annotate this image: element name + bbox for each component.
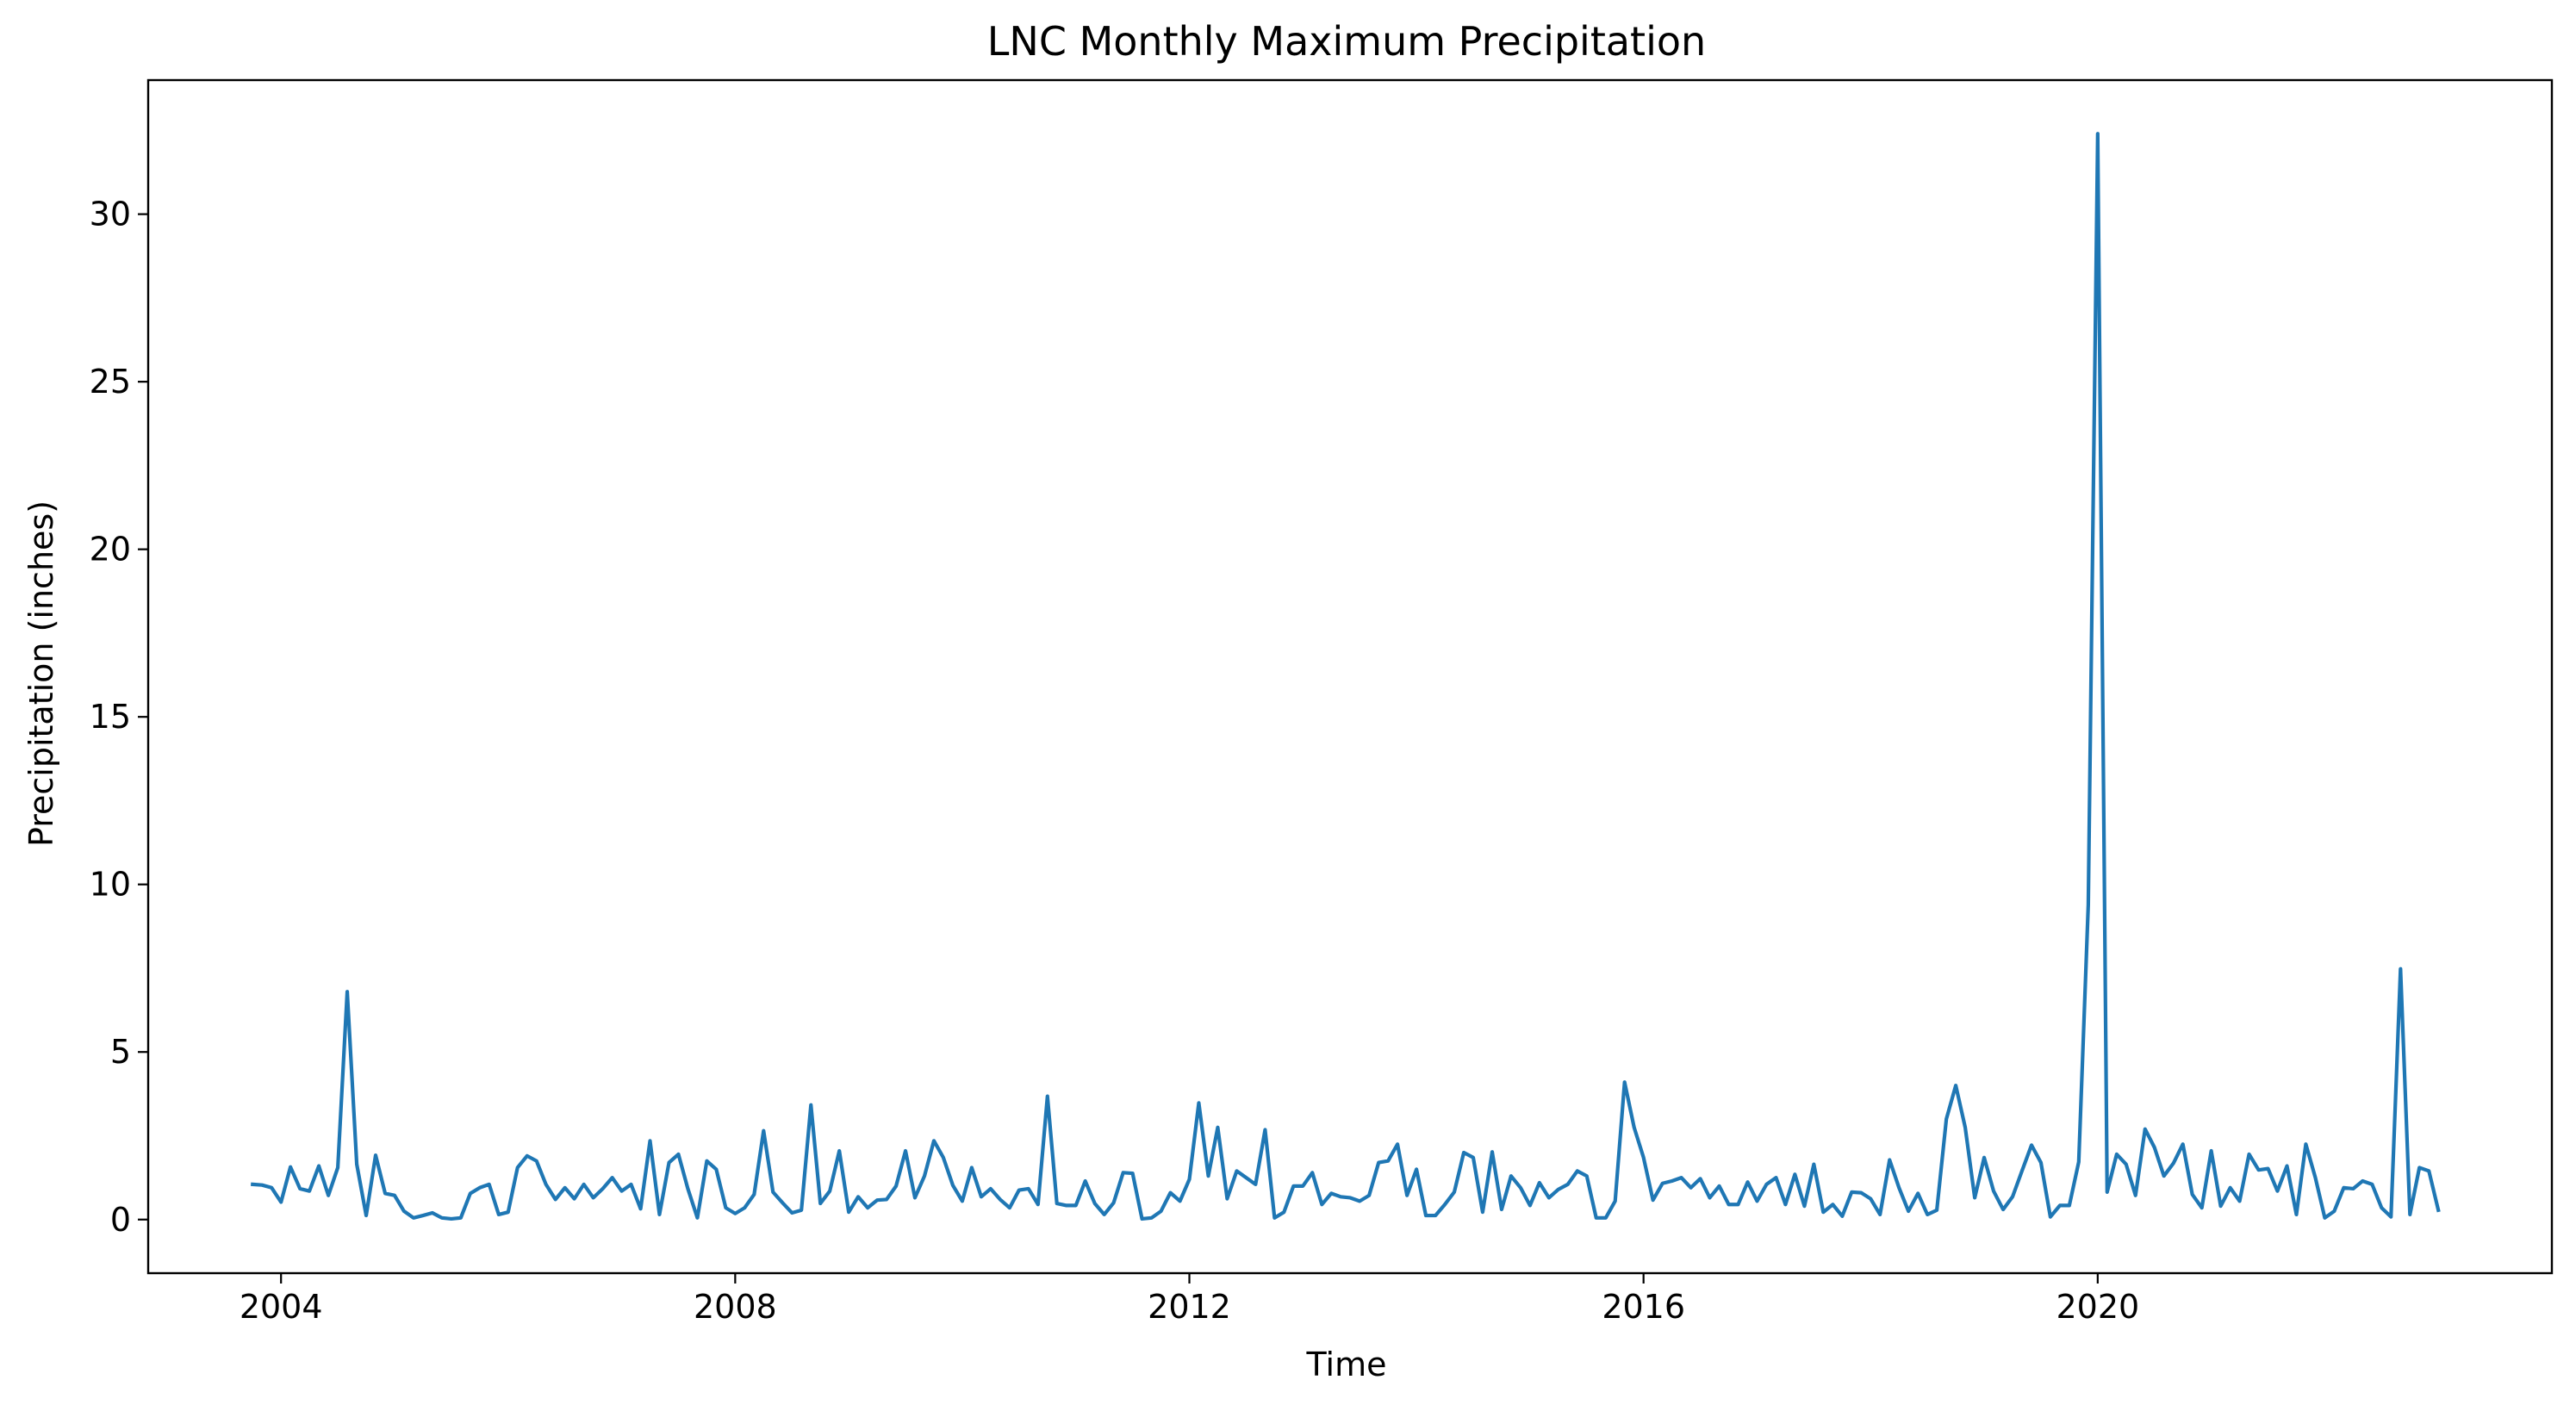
y-tick-label: 10 (90, 866, 131, 904)
y-tick-label: 5 (110, 1033, 131, 1071)
x-axis-title: Time (1306, 1346, 1387, 1383)
y-axis: 0 5 10 15 20 25 30 (90, 196, 148, 1239)
x-tick-label: 2004 (240, 1288, 323, 1326)
plot-frame (146, 78, 2554, 1275)
plot-area (148, 80, 2552, 1273)
y-tick-label: 0 (110, 1201, 131, 1239)
x-tick-label: 2020 (2056, 1288, 2139, 1326)
x-tick-label: 2008 (694, 1288, 777, 1326)
x-tick-label: 2016 (1602, 1288, 1685, 1326)
y-tick-label: 15 (90, 698, 131, 736)
y-tick-label: 20 (90, 531, 131, 569)
x-axis: 2004 2008 2012 2016 2020 (240, 1273, 2139, 1326)
series-line (251, 132, 2441, 1221)
y-axis-title: Precipitation (inches) (22, 500, 60, 847)
series-layer (251, 132, 2441, 1221)
y-tick-label: 25 (90, 363, 131, 401)
chart-title: LNC Monthly Maximum Precipitation (987, 18, 1706, 65)
x-tick-label: 2012 (1148, 1288, 1231, 1326)
y-tick-label: 30 (90, 196, 131, 233)
